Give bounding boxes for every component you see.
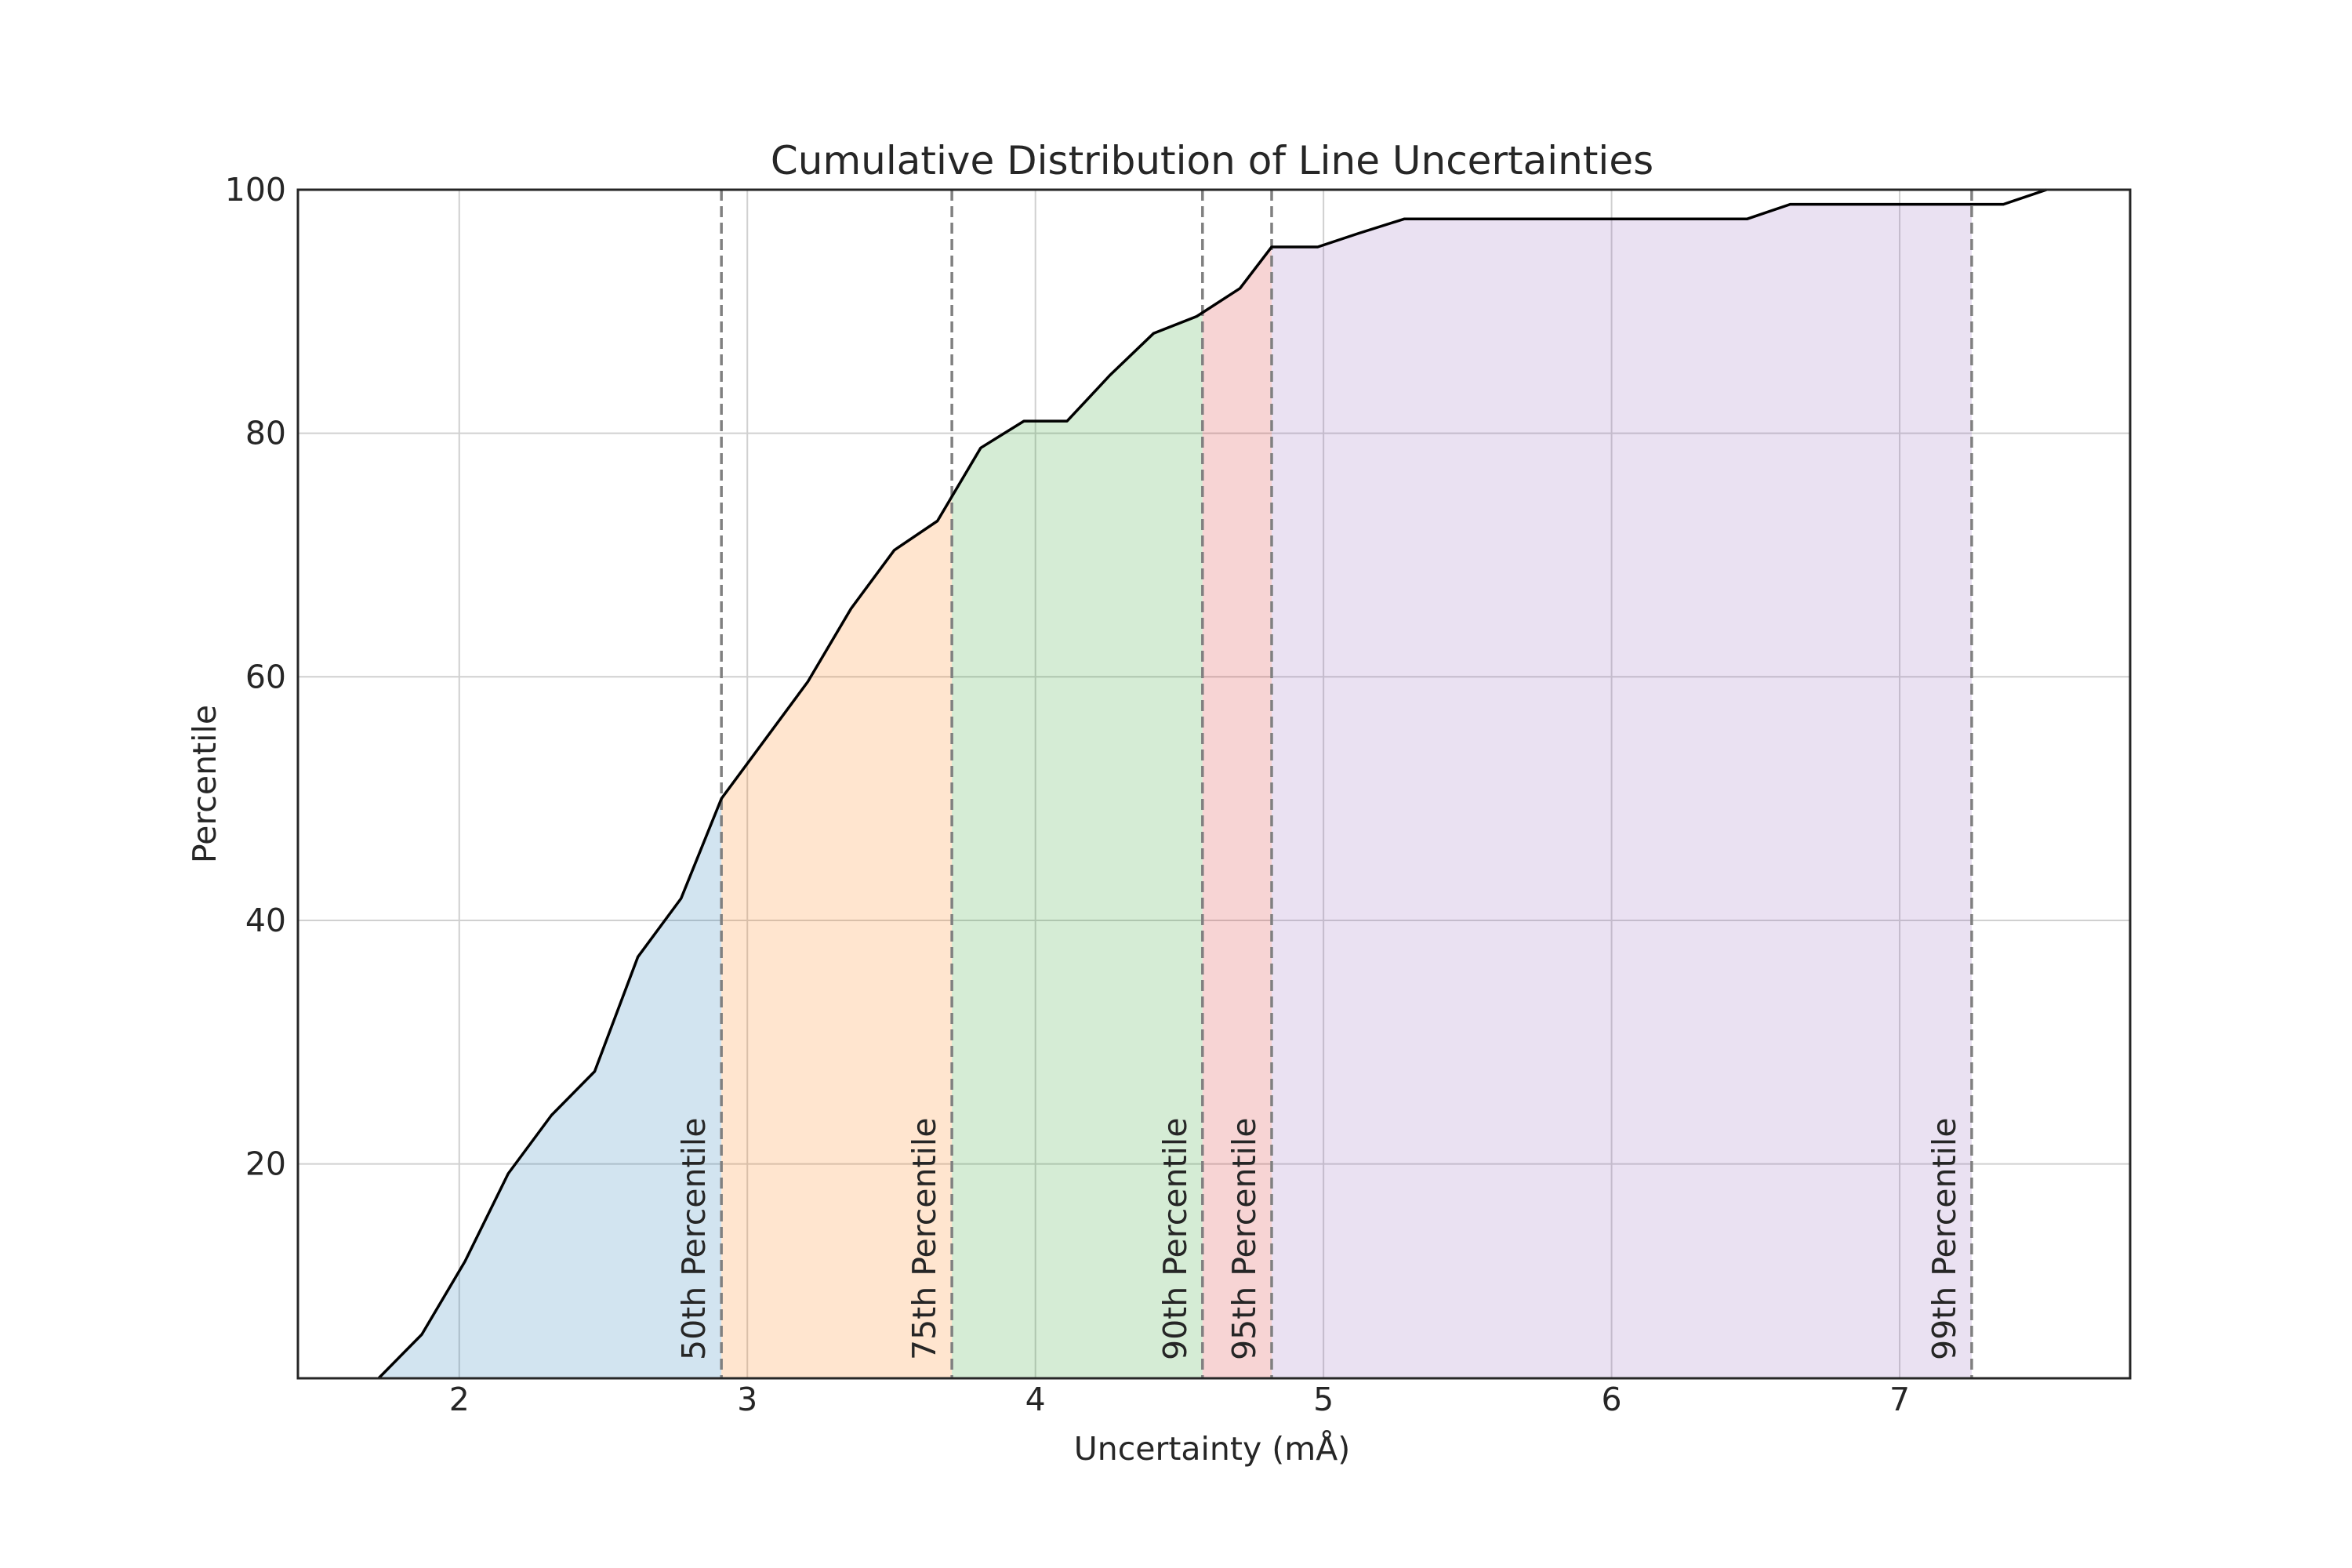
y-axis-label: Percentile: [186, 705, 223, 863]
percentile-lines: [720, 190, 1973, 1378]
y-axis-ticks: 20 40 60 80 100: [225, 171, 286, 1183]
plot-frame: [296, 188, 2132, 1380]
x-tick-label: 2: [449, 1381, 470, 1418]
cdf-line: [377, 188, 2047, 1380]
cdf-curve-layer: [377, 188, 2047, 1380]
x-tick-label: 4: [1025, 1381, 1046, 1418]
percentile-label-2: 75th Percentile: [906, 1117, 943, 1360]
percentile-label-4: 95th Percentile: [1225, 1117, 1263, 1360]
chart-title: Cumulative Distribution of Line Uncertai…: [771, 138, 1653, 183]
band-4: [1202, 247, 1272, 1378]
y-tick-label: 40: [245, 902, 286, 939]
y-tick-label: 80: [245, 415, 286, 452]
band-5: [1271, 204, 1972, 1379]
x-axis-ticks: 2 3 4 5 6 7: [449, 1381, 1910, 1418]
y-tick-label: 60: [245, 658, 286, 695]
percentile-label-5: 99th Percentile: [1926, 1117, 1963, 1360]
percentile-label-3: 90th Percentile: [1156, 1117, 1194, 1360]
band-1: [378, 798, 722, 1378]
x-tick-label: 7: [1889, 1381, 1910, 1418]
band-3: [952, 312, 1203, 1378]
y-tick-label: 20: [245, 1145, 286, 1183]
percentile-label-1: 50th Percentile: [675, 1117, 713, 1360]
y-tick-label: 100: [225, 171, 286, 209]
x-tick-label: 3: [737, 1381, 757, 1418]
x-axis-label: Uncertainty (mÅ): [1074, 1430, 1351, 1468]
percentile-labels: 50th Percentile 75th Percentile 90th Perce…: [675, 1117, 1963, 1360]
band-2: [721, 496, 953, 1378]
x-tick-label: 6: [1602, 1381, 1622, 1418]
percentile-bands: [378, 204, 1972, 1379]
x-tick-label: 5: [1313, 1381, 1334, 1418]
